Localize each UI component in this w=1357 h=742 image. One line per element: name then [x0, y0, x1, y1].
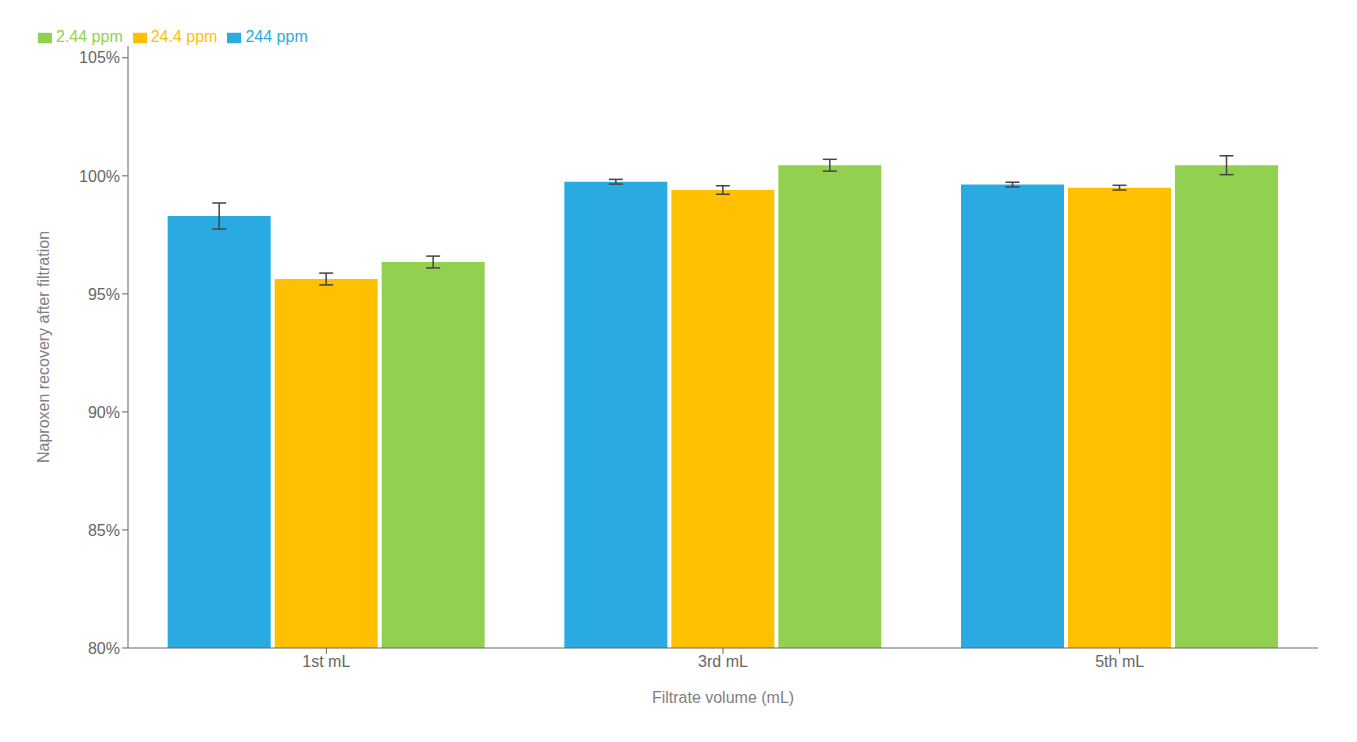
svg-text:105%: 105% — [79, 49, 120, 66]
html-text:2.44 ppm: 2.44 ppm — [56, 28, 123, 45]
svg-text:95%: 95% — [88, 286, 120, 303]
svg-text:90%: 90% — [88, 404, 120, 421]
svg-text:3rd mL: 3rd mL — [698, 653, 748, 670]
html-text:244 ppm: 244 ppm — [245, 28, 308, 45]
svg-text:100%: 100% — [79, 168, 120, 185]
svg-text:1st mL: 1st mL — [302, 653, 350, 670]
svg-text:80%: 80% — [88, 640, 120, 657]
svg-text:Filtrate volume (mL): Filtrate volume (mL) — [652, 689, 794, 706]
svg-text:5th mL: 5th mL — [1095, 653, 1144, 670]
svg-text:85%: 85% — [88, 522, 120, 539]
svg-text:Naproxen recovery after filtra: Naproxen recovery after filtration — [35, 231, 52, 463]
html-text:24.4 ppm: 24.4 ppm — [150, 28, 218, 45]
